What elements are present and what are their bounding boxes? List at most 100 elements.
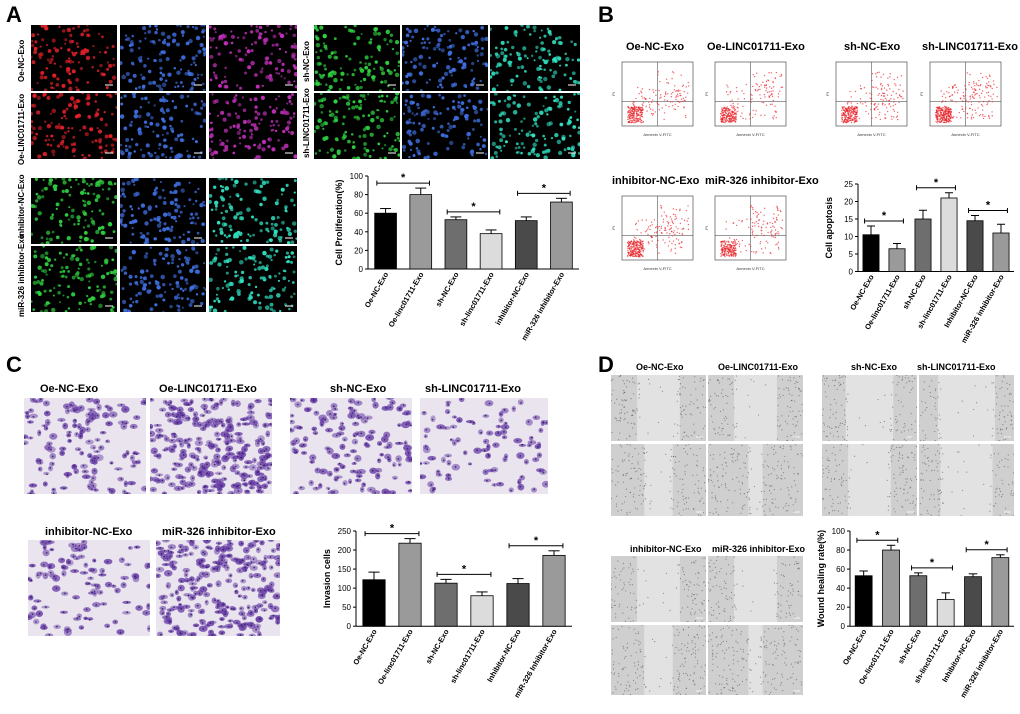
wound-healing-image (708, 625, 803, 695)
y-tick-label: 0 (347, 622, 352, 631)
svg-text:Annexin V-FITC: Annexin V-FITC (736, 132, 764, 137)
bar (471, 596, 493, 626)
svg-text:PI: PI (612, 92, 616, 96)
flow-title: sh-NC-Exo (844, 41, 900, 53)
svg-text:Annexin V-FITC: Annexin V-FITC (951, 132, 979, 137)
flow-title: Oe-LINC01711-Exo (707, 41, 805, 53)
wound-healing-image (708, 375, 803, 441)
image-title: miR-326 inhibitor-Exo (162, 526, 276, 538)
row-label: Oe-LINC01711-Exo (17, 94, 26, 165)
y-tick-label: 5 (849, 250, 854, 259)
wound-healing-image (611, 375, 706, 441)
significance-star: * (934, 177, 939, 189)
flow-cytometry-plot: Annexin V-FITC PI (612, 190, 697, 274)
y-tick-label: 0 (359, 265, 364, 274)
y-axis-label: Cell Proliferation(%) (334, 179, 344, 265)
x-tick-label: sh-linc01711-Exo (458, 270, 496, 328)
row-label: miR-326 inhibitor-Exo (17, 234, 26, 317)
svg-text:Annexin V-FITC: Annexin V-FITC (857, 132, 885, 137)
image-title: inhibitor-NC-Exo (630, 544, 702, 554)
bar (965, 577, 982, 627)
micrograph-merge (209, 178, 297, 244)
x-tick-label: sh-NC-Exo (896, 627, 923, 665)
y-tick-label: 10 (844, 233, 853, 242)
y-tick-label: 25 (844, 180, 853, 189)
bar (863, 235, 879, 272)
micrograph-merge (490, 93, 580, 159)
wound-healing-image (822, 444, 917, 516)
significance-star: * (471, 201, 476, 213)
x-tick-label: sh-NC-Exo (424, 627, 451, 665)
bar (992, 558, 1009, 627)
significance-star: * (985, 539, 990, 551)
bar (543, 555, 565, 626)
significance-star: * (542, 182, 547, 194)
bar (551, 202, 573, 269)
row-label: Oe-NC-Exo (17, 40, 26, 82)
image-title: sh-NC-Exo (330, 383, 386, 395)
flow-cytometry-plot: Annexin V-FITC PI (612, 56, 697, 140)
y-tick-label: 0 (841, 622, 846, 631)
significance-star: * (875, 529, 880, 541)
y-tick-label: 40 (354, 228, 363, 237)
y-tick-label: 80 (836, 546, 845, 555)
y-tick-label: 200 (338, 546, 352, 555)
panel-letter-a: A (6, 2, 22, 28)
svg-text:Annexin V-FITC: Annexin V-FITC (643, 132, 671, 137)
flow-title: miR-326 inhibitor-Exo (705, 175, 819, 187)
bar (399, 543, 421, 626)
svg-text:Annexin V-FITC: Annexin V-FITC (643, 266, 671, 271)
x-tick-label: Oe-NC-Exo (841, 627, 869, 666)
y-axis-label: Invasion cells (322, 549, 332, 608)
flow-cytometry-plot: Annexin V-FITC PI (826, 56, 911, 140)
x-tick-label: Oe-NC-Exo (351, 627, 379, 666)
y-tick-label: 20 (354, 246, 363, 255)
svg-text:PI: PI (920, 92, 924, 96)
bar (941, 198, 957, 272)
wound-healing-image (611, 444, 706, 516)
y-tick-label: 50 (342, 603, 351, 612)
y-tick-label: 20 (844, 198, 853, 207)
micrograph-green (314, 25, 400, 91)
panel-letter-c: C (6, 352, 22, 378)
y-tick-label: 150 (338, 565, 352, 574)
x-tick-label: inhibitor-NC-Exo (493, 270, 531, 326)
wound-healing-image (919, 375, 1014, 441)
image-title: miR-326 inhibitor-Exo (712, 544, 805, 554)
svg-text:PI: PI (612, 226, 616, 230)
image-title: sh-NC-Exo (851, 362, 897, 372)
wound-healing-image (708, 556, 803, 622)
bar (435, 583, 457, 626)
svg-text:PI: PI (826, 92, 830, 96)
transwell-image (290, 398, 412, 494)
flow-cytometry-plot: Annexin V-FITC PI (920, 56, 1005, 140)
transwell-image (156, 540, 280, 636)
y-tick-label: 60 (354, 209, 363, 218)
bar (889, 249, 905, 272)
transwell-image (28, 540, 150, 636)
micrograph-merge (209, 93, 297, 159)
micrograph-dapi (120, 178, 206, 244)
x-tick-label: Inhibitor-NC-Exo (485, 627, 523, 683)
y-tick-label: 20 (836, 603, 845, 612)
significance-star: * (462, 563, 467, 575)
wound-healing-image (708, 444, 803, 516)
micrograph-green (31, 246, 117, 312)
bar (967, 221, 983, 272)
x-tick-label: Oe-linc01711-Exo (387, 270, 426, 329)
wound-healing-image (611, 625, 706, 695)
micrograph-red (31, 93, 117, 159)
micrograph-red (31, 25, 117, 91)
y-tick-label: 100 (350, 172, 364, 181)
svg-text:PI: PI (705, 226, 709, 230)
row-label: sh-LINC01711-Exo (302, 88, 311, 158)
bar (410, 195, 432, 269)
image-title: Oe-LINC01711-Exo (718, 362, 798, 372)
micrograph-dapi (120, 93, 206, 159)
x-tick-label: sh-linc01711-Exo (449, 627, 487, 685)
bar (515, 221, 537, 269)
significance-star: * (390, 523, 395, 535)
